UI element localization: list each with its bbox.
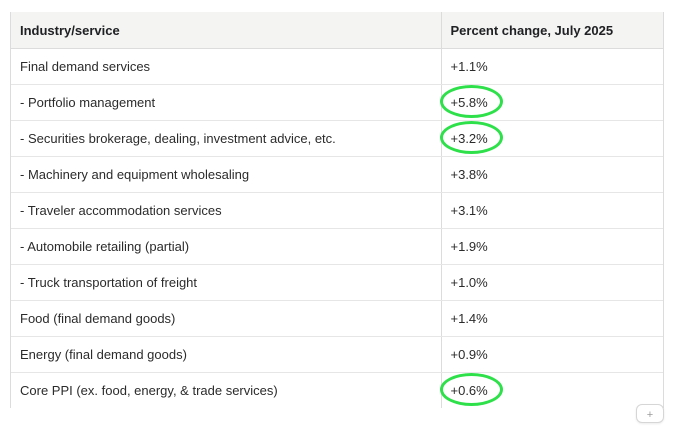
percent-change-cell: +5.8%: [439, 84, 663, 121]
table-header-row: Industry/service Percent change, July 20…: [11, 12, 663, 49]
percent-change-value: +5.8%: [450, 95, 488, 110]
percent-change-cell: +1.1%: [440, 48, 663, 85]
table-body: Final demand services +1.1% - Portfolio ma…: [11, 48, 663, 408]
industry-cell: - Machinery and equipment wholesaling: [11, 156, 441, 193]
industry-cell: Final demand services: [11, 48, 441, 85]
industry-cell: - Truck transportation of freight: [11, 264, 441, 301]
table-row: - Truck transportation of freight +1.0%: [11, 264, 663, 301]
percent-change-value: +1.0%: [450, 275, 488, 290]
table-row: - Automobile retailing (partial) +1.9%: [11, 228, 663, 265]
percent-change-value: +1.1%: [450, 59, 488, 74]
percent-change-value: +3.8%: [450, 167, 488, 182]
percent-change-value: +1.9%: [450, 239, 488, 254]
percent-change-cell: +3.8%: [440, 156, 663, 193]
percent-change-cell: +0.9%: [440, 336, 663, 373]
percent-change-cell: +1.0%: [440, 264, 663, 301]
circled-value-wrap: +5.8%: [439, 85, 503, 118]
table-row: - Securities brokerage, dealing, investm…: [11, 120, 663, 157]
header-industry: Industry/service: [11, 12, 441, 49]
percent-change-cell: +0.6%: [439, 372, 663, 408]
table-row: - Machinery and equipment wholesaling +3.…: [11, 156, 663, 193]
industry-cell: - Traveler accommodation services: [11, 192, 441, 229]
table-row: - Traveler accommodation services +3.1%: [11, 192, 663, 229]
percent-change-value: +3.2%: [450, 131, 488, 146]
percent-change-cell: +1.4%: [440, 300, 663, 337]
percent-change-cell: +3.2%: [439, 120, 663, 157]
table-row: Energy (final demand goods) +0.9%: [11, 336, 663, 373]
table-row: - Portfolio management +5.8%: [11, 84, 663, 121]
percent-change-value: +1.4%: [450, 311, 488, 326]
circled-value-wrap: +3.2%: [439, 121, 503, 154]
percent-change-value: +3.1%: [450, 203, 488, 218]
percent-change-value: +0.9%: [450, 347, 488, 362]
plus-icon: +: [646, 409, 654, 421]
industry-cell: Food (final demand goods): [11, 300, 441, 337]
industry-cell: Energy (final demand goods): [11, 336, 441, 373]
copy-button[interactable]: +: [636, 404, 664, 423]
ppi-table: Industry/service Percent change, July 20…: [11, 12, 663, 408]
header-percent-change: Percent change, July 2025: [440, 12, 663, 49]
industry-cell: Core PPI (ex. food, energy, & trade serv…: [11, 372, 441, 408]
percent-change-cell: +3.1%: [440, 192, 663, 229]
percent-change-value: +0.6%: [450, 383, 488, 398]
industry-cell: - Securities brokerage, dealing, investm…: [11, 120, 441, 157]
table-row: Food (final demand goods) +1.4%: [11, 300, 663, 337]
circled-value-wrap: +0.6%: [439, 373, 503, 406]
table-row: Final demand services +1.1%: [11, 48, 663, 85]
table-row: Core PPI (ex. food, energy, & trade serv…: [11, 372, 663, 408]
industry-cell: - Automobile retailing (partial): [11, 228, 441, 265]
industry-cell: - Portfolio management: [11, 84, 441, 121]
ppi-table-container: Industry/service Percent change, July 20…: [10, 12, 664, 408]
percent-change-cell: +1.9%: [440, 228, 663, 265]
